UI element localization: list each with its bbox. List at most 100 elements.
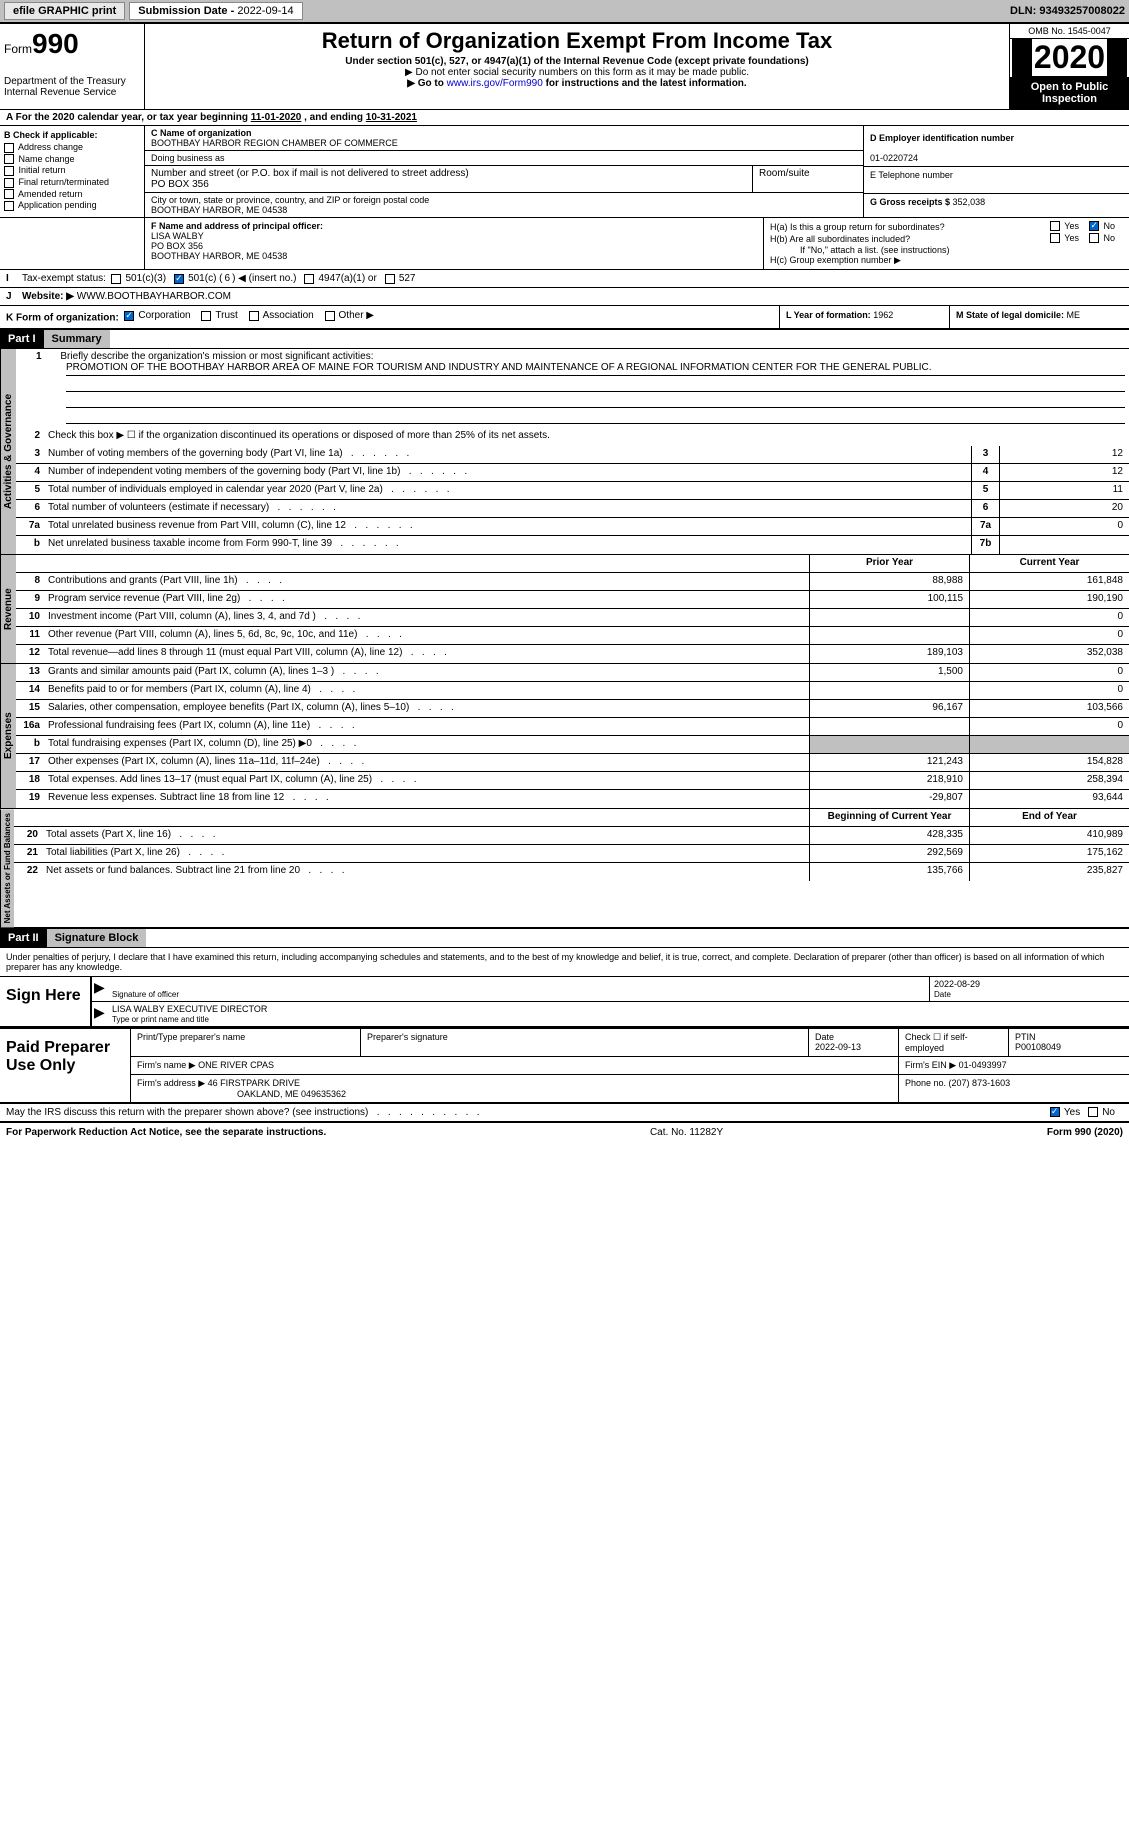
firm-addr-label: Firm's address ▶ [137, 1078, 208, 1088]
opt-501c[interactable]: 501(c) ( 6 ) ◀ (insert no.) [174, 273, 296, 284]
submission-date: Submission Date - 2022-09-14 [129, 2, 302, 20]
street-value: PO BOX 356 [151, 179, 209, 190]
phone-row: E Telephone number [864, 167, 1129, 194]
k-other[interactable]: Other ▶ [325, 310, 374, 321]
officer-sig-label: Signature of officer [112, 990, 179, 999]
mission-blank-3 [66, 410, 1125, 424]
prep-line-3: Firm's address ▶ 46 FIRSTPARK DRIVEOAKLA… [131, 1075, 1129, 1102]
firm-name-label: Firm's name ▶ [137, 1060, 198, 1070]
line-num: 4 [16, 464, 44, 481]
side-governance: Activities & Governance [0, 349, 16, 554]
chk-name-change[interactable]: Name change [4, 154, 140, 165]
current-year: 235,827 [969, 863, 1129, 881]
prep-name-label: Print/Type preparer's name [137, 1032, 245, 1042]
prior-year: 121,243 [809, 754, 969, 771]
line-num: 9 [16, 591, 44, 608]
form-title: Return of Organization Exempt From Incom… [153, 28, 1001, 54]
paid-preparer-label: Paid Preparer Use Only [0, 1029, 130, 1102]
row-l: L Year of formation: 1962 [779, 306, 949, 328]
opt-527[interactable]: 527 [385, 273, 416, 284]
table-row: 4Number of independent voting members of… [16, 464, 1129, 482]
section-governance: Activities & Governance 1 Briefly descri… [0, 349, 1129, 555]
paid-preparer-block: Paid Preparer Use Only Print/Type prepar… [0, 1027, 1129, 1104]
line-desc: Total number of individuals employed in … [44, 482, 971, 499]
ha-no[interactable]: No [1089, 221, 1115, 231]
officer-name-field: LISA WALBY EXECUTIVE DIRECTORType or pri… [108, 1002, 1129, 1026]
arrow-icon-2: ▶ [92, 1002, 108, 1026]
chk-final-return[interactable]: Final return/terminated [4, 177, 140, 188]
ein-row: D Employer identification number 01-0220… [864, 130, 1129, 167]
officer-name-line: ▶ LISA WALBY EXECUTIVE DIRECTORType or p… [92, 1002, 1129, 1026]
prep-self-cell[interactable]: Check ☐ if self-employed [899, 1029, 1009, 1056]
department: Department of the Treasury Internal Reve… [4, 76, 140, 98]
hb-no[interactable]: No [1089, 233, 1115, 243]
form990-link[interactable]: www.irs.gov/Form990 [447, 78, 543, 89]
k-assoc[interactable]: Association [249, 310, 314, 321]
k-trust[interactable]: Trust [201, 310, 237, 321]
row-i: I Tax-exempt status: 501(c)(3) 501(c) ( … [0, 270, 1129, 288]
k-corp[interactable]: Corporation [124, 310, 190, 321]
governance-body: 1 Briefly describe the organization's mi… [16, 349, 1129, 554]
line-value: 12 [999, 446, 1129, 463]
street-label: Number and street (or P.O. box if mail i… [151, 168, 469, 179]
line-value: 12 [999, 464, 1129, 481]
firm-addr-value: 46 FIRSTPARK DRIVE [208, 1078, 300, 1088]
firm-name-cell: Firm's name ▶ ONE RIVER CPAS [131, 1057, 899, 1074]
firm-ein-label: Firm's EIN ▶ [905, 1060, 959, 1070]
line-num: 13 [16, 664, 44, 681]
m-label: M State of legal domicile: [956, 310, 1067, 320]
footer-left: For Paperwork Reduction Act Notice, see … [6, 1127, 326, 1138]
line-num: 10 [16, 609, 44, 626]
j-marker: J [6, 291, 22, 302]
table-row: bNet unrelated business taxable income f… [16, 536, 1129, 554]
col-b-label: B Check if applicable: [4, 130, 140, 140]
current-year: 0 [969, 609, 1129, 626]
chk-application-pending[interactable]: Application pending [4, 200, 140, 211]
line-box: 7a [971, 518, 999, 535]
chk-amended-return[interactable]: Amended return [4, 189, 140, 200]
prior-year [809, 682, 969, 699]
row-f-label: F Name and address of principal officer: [151, 221, 323, 231]
current-year: 0 [969, 718, 1129, 735]
form-subtitle: Under section 501(c), 527, or 4947(a)(1)… [153, 56, 1001, 67]
officer-addr2: BOOTHBAY HARBOR, ME 04538 [151, 251, 287, 261]
side-net-assets: Net Assets or Fund Balances [0, 809, 14, 927]
row-a-mid: , and ending [304, 112, 366, 123]
chk-address-change[interactable]: Address change [4, 142, 140, 153]
room-cell: Room/suite [753, 166, 863, 192]
table-row: 5Total number of individuals employed in… [16, 482, 1129, 500]
sig-date-label: Date [934, 990, 951, 999]
hb-note: If "No," attach a list. (see instruction… [770, 245, 1123, 255]
discuss-yes[interactable]: Yes [1050, 1107, 1080, 1118]
discuss-no[interactable]: No [1088, 1107, 1115, 1118]
line-num: 21 [14, 845, 42, 862]
row-k-label: K Form of organization: [6, 313, 119, 324]
gross-row: G Gross receipts $ 352,038 [864, 194, 1129, 210]
line-box: 7b [971, 536, 999, 554]
dln-label: DLN: [1010, 5, 1039, 17]
ha-yes[interactable]: Yes [1050, 221, 1079, 231]
line-num: 16a [16, 718, 44, 735]
side-revenue: Revenue [0, 555, 16, 663]
opt-501c3[interactable]: 501(c)(3) [111, 273, 166, 284]
opt-4947[interactable]: 4947(a)(1) or [304, 273, 376, 284]
part-2-title: Signature Block [47, 929, 147, 947]
paid-preparer-body: Print/Type preparer's name Preparer's si… [130, 1029, 1129, 1102]
current-year: 103,566 [969, 700, 1129, 717]
hb-yes[interactable]: Yes [1050, 233, 1079, 243]
line-num: 19 [16, 790, 44, 808]
side-expenses: Expenses [0, 664, 16, 808]
fh-block: F Name and address of principal officer:… [0, 218, 1129, 270]
line-num: 18 [16, 772, 44, 789]
efile-button[interactable]: efile GRAPHIC print [4, 2, 125, 20]
officer-sig-field[interactable]: Signature of officer [108, 977, 929, 1001]
line-num: 8 [16, 573, 44, 590]
line-value: 0 [999, 518, 1129, 535]
bcd-block: B Check if applicable: Address change Na… [0, 126, 1129, 218]
line-num: 22 [14, 863, 42, 881]
firm-name-value: ONE RIVER CPAS [198, 1060, 274, 1070]
chk-initial-return[interactable]: Initial return [4, 165, 140, 176]
street-cell: Number and street (or P.O. box if mail i… [145, 166, 753, 192]
prior-year [809, 627, 969, 644]
line-box: 6 [971, 500, 999, 517]
